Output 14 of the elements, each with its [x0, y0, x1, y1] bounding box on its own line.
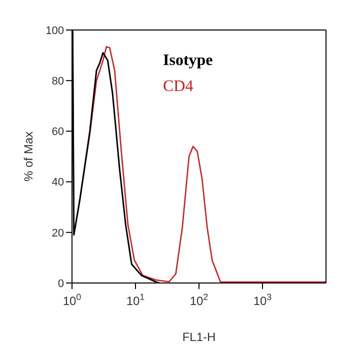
y-tick-label: 80: [52, 76, 64, 88]
y-tick-label: 60: [52, 126, 64, 138]
y-tick-label: 100: [46, 24, 64, 37]
x-tick-label: 10$^{3}$: [253, 292, 272, 308]
x-tick-label: 10$^{1}$: [126, 292, 145, 308]
y-axis-title: % of Max: [21, 131, 36, 182]
y-tick-label: 20: [52, 227, 64, 240]
x-tick-label: 10$^{0}$: [62, 292, 82, 308]
text: CD4: [163, 77, 194, 97]
x-axis-title: FL1-H: [182, 330, 216, 344]
x-tick-label: 10$^{2}$: [190, 292, 208, 308]
y-tick-label: 0: [58, 278, 64, 290]
y-tick-label: 40: [52, 176, 64, 189]
text: Isotype: [163, 51, 213, 71]
